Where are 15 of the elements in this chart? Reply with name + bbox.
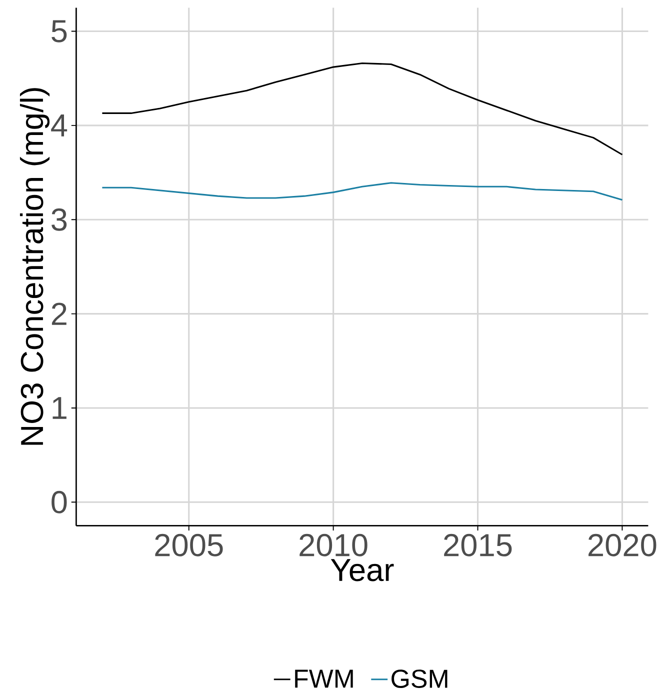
- x-tick-label: 2015: [444, 534, 512, 556]
- y-tick-label: 0: [52, 490, 67, 514]
- x-tick-label: 2020: [588, 534, 656, 556]
- y-tick-label: 4: [51, 114, 68, 136]
- x-axis-title: Year: [331, 559, 394, 582]
- y-tick-label: 2: [52, 302, 67, 325]
- y-tick-label: 3: [52, 208, 67, 231]
- x-tick-label: 2005: [155, 534, 223, 556]
- legend-label: FWM: [295, 670, 353, 688]
- legend-label: GSM: [392, 670, 448, 688]
- line-series: [102, 62, 624, 156]
- y-tick-label: 1: [52, 397, 67, 419]
- y-axis-title: NO3 Concentration (mg/l): [20, 88, 50, 445]
- x-tick-label: 2010: [300, 534, 368, 556]
- y-tick-label: 5: [52, 20, 67, 42]
